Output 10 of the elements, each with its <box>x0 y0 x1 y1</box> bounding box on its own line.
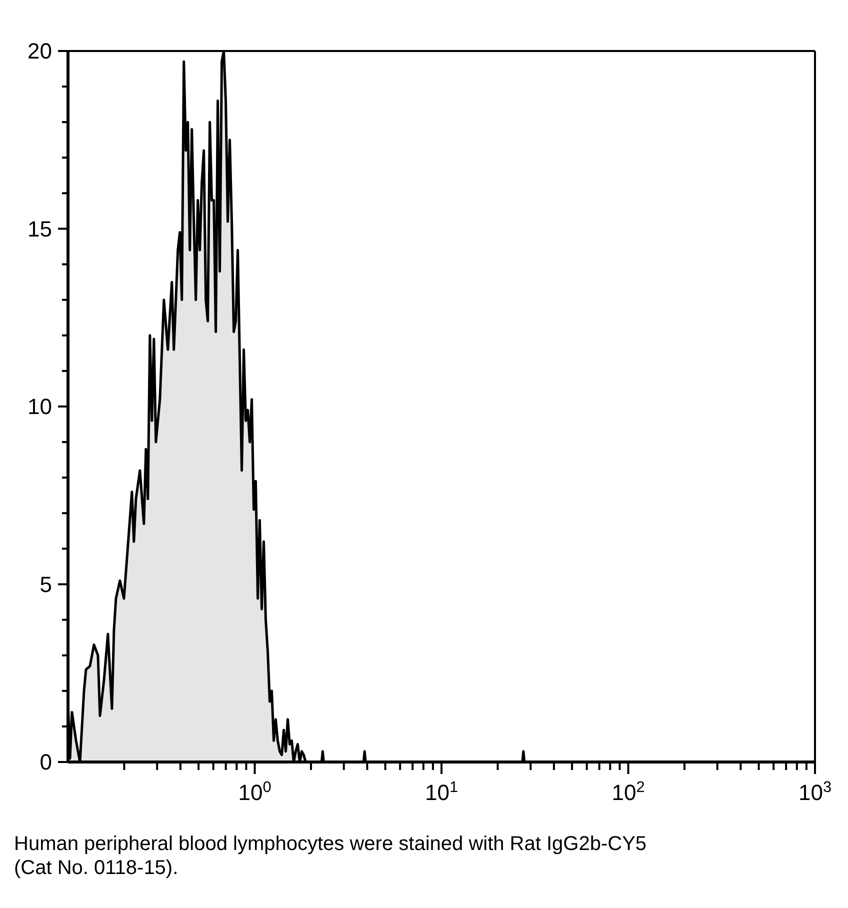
y-tick-label: 15 <box>28 216 52 242</box>
text: Human peripheral blood lymphocytes were stained with Rat IgG2b-CY5 (Cat No. 0118-15). <box>14 832 648 880</box>
y-tick-label: 10 <box>28 394 52 420</box>
x-tick-label: 10$^{3}$ <box>798 778 832 805</box>
x-tick-label: 10$^{2}$ <box>612 778 645 805</box>
x-tick-label: 10$^{0}$ <box>238 778 272 805</box>
x-tick-label: 10$^{1}$ <box>424 778 458 805</box>
y-tick-label: 20 <box>28 38 52 64</box>
y-tick-label: 0 <box>40 750 52 775</box>
y-tick-label: 5 <box>40 572 52 597</box>
